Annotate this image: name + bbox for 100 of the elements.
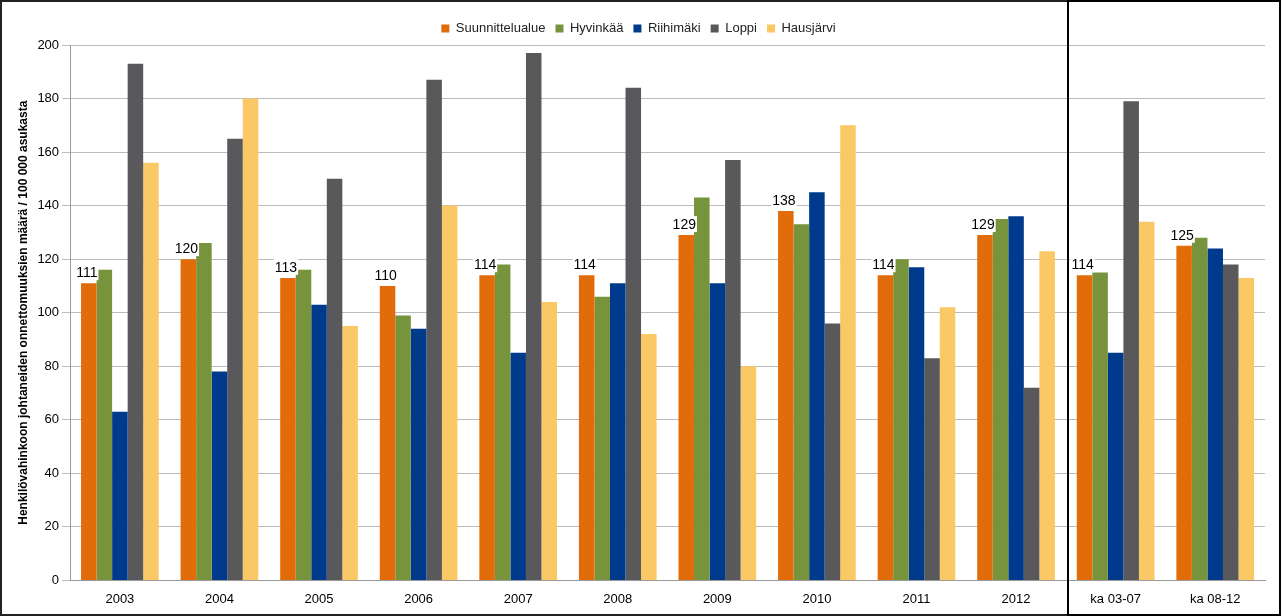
bar	[143, 162, 159, 580]
bar	[280, 277, 296, 580]
x-tick-label: 2009	[702, 590, 732, 606]
bar	[740, 366, 757, 580]
bar	[625, 87, 642, 580]
data-label: 129	[672, 215, 697, 232]
x-tick-label: 2004	[204, 590, 234, 606]
bar	[893, 259, 909, 580]
x-tick-label: 2012	[1001, 590, 1031, 606]
y-tick-label: 200	[37, 36, 60, 52]
legend-label: Riihimäki	[647, 20, 701, 36]
bar	[196, 243, 212, 580]
bar	[242, 98, 259, 580]
bar	[939, 307, 956, 580]
bar	[96, 269, 113, 580]
y-tick-label: 180	[37, 90, 60, 106]
bar	[908, 267, 925, 580]
bar	[1123, 101, 1139, 580]
y-tick-label: 120	[37, 250, 60, 266]
bar	[824, 323, 841, 580]
data-label: 113	[274, 258, 298, 275]
data-label: 114	[573, 256, 597, 273]
data-label: 114	[872, 256, 895, 273]
data-label: 125	[1170, 226, 1195, 243]
bar	[977, 235, 993, 580]
bar	[578, 275, 595, 580]
bar	[694, 197, 710, 580]
bar	[81, 283, 97, 580]
y-tick-label: 140	[37, 197, 60, 213]
bar	[609, 283, 626, 580]
bar	[1207, 248, 1223, 580]
bar	[326, 178, 343, 580]
bar	[840, 125, 856, 580]
x-tick-label: 2005	[304, 590, 334, 606]
bar	[725, 160, 741, 580]
x-tick-label: 2010	[802, 590, 832, 606]
bar	[1023, 387, 1040, 580]
bar	[1092, 272, 1108, 580]
data-label: 110	[374, 266, 397, 283]
bar	[180, 259, 197, 580]
bar	[1222, 264, 1239, 580]
bar	[494, 264, 511, 580]
bar	[809, 192, 825, 580]
bar	[1107, 352, 1124, 580]
x-tick-label: 2006	[404, 590, 434, 606]
bar	[1138, 221, 1155, 580]
data-label: 114	[473, 256, 497, 273]
bar	[211, 371, 228, 580]
x-tick-label: ka 08-12	[1189, 590, 1241, 606]
data-label: 120	[174, 240, 199, 257]
bar	[311, 304, 327, 580]
y-axis-title: Henkilövahinkoon johtaneiden onnettomuuksien määrä / 100 000 asukasta	[15, 100, 30, 525]
y-tick-label: 100	[37, 304, 60, 320]
y-tick-label: 40	[44, 464, 60, 480]
legend-label: Suunnittelualue	[455, 20, 546, 36]
bar	[426, 79, 442, 580]
x-tick-label: 2007	[503, 590, 533, 606]
y-tick-label: 160	[37, 143, 60, 159]
y-tick-label: 0	[51, 571, 60, 587]
data-label: 138	[772, 191, 796, 208]
y-tick-label: 60	[44, 411, 60, 427]
bar	[395, 315, 411, 580]
x-tick-label: 2008	[603, 590, 633, 606]
y-tick-label: 20	[44, 518, 60, 534]
bar	[992, 219, 1009, 580]
bar	[410, 328, 427, 580]
legend-label: Loppi	[725, 20, 758, 36]
bar	[793, 224, 810, 580]
bar	[441, 205, 458, 580]
bar	[1176, 245, 1192, 580]
bar	[1238, 277, 1255, 580]
bar	[127, 63, 144, 580]
bar	[1039, 251, 1055, 580]
bar	[379, 285, 396, 580]
legend-label: Hausjärvi	[781, 20, 836, 36]
bar	[342, 326, 358, 580]
data-label: 114	[1071, 256, 1094, 273]
bar	[709, 283, 726, 580]
x-tick-label: ka 03-07	[1090, 590, 1141, 606]
data-label: 111	[76, 264, 98, 281]
bar	[594, 296, 610, 580]
bar	[112, 411, 128, 580]
bar	[641, 334, 657, 580]
bar	[541, 301, 558, 580]
bar	[778, 210, 794, 580]
x-tick-label: 2011	[902, 590, 931, 606]
bar	[479, 275, 495, 580]
legend-label: Hyvinkää	[569, 20, 625, 36]
bar	[227, 138, 243, 580]
bar	[678, 235, 695, 580]
bar	[1076, 275, 1093, 580]
x-tick-label: 2003	[105, 590, 135, 606]
bar	[525, 53, 542, 580]
data-label: 129	[971, 215, 995, 232]
bar	[1008, 216, 1024, 580]
y-tick-label: 80	[44, 357, 60, 373]
bar	[510, 352, 526, 580]
bar	[295, 269, 312, 580]
bar	[877, 275, 894, 580]
bar	[924, 358, 940, 580]
